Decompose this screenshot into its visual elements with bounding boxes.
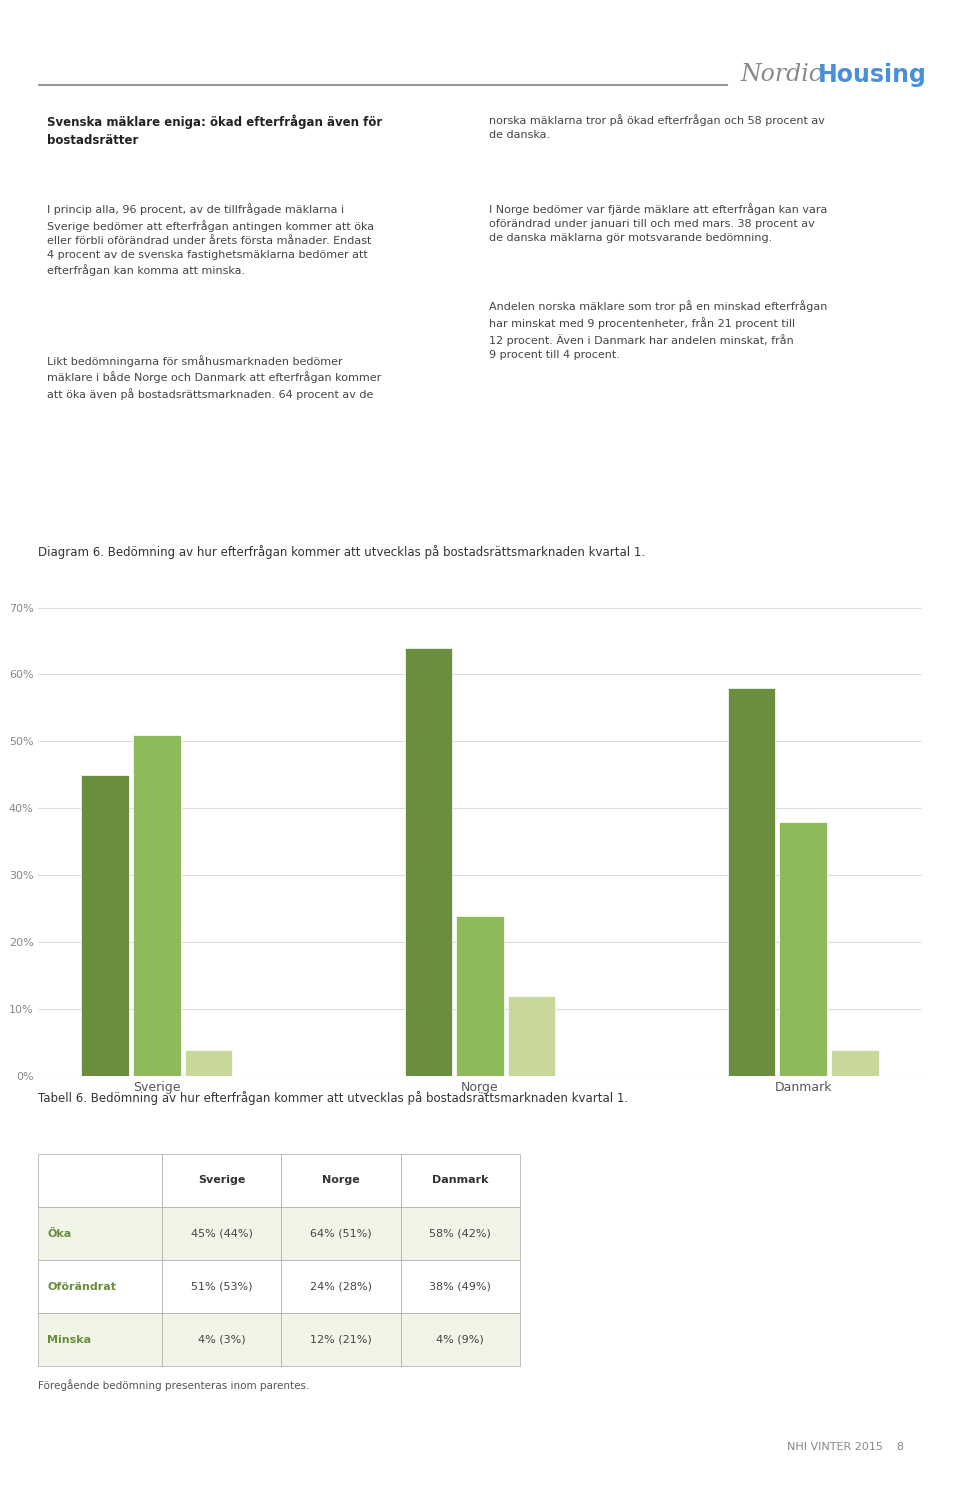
- Text: 24% (28%): 24% (28%): [310, 1281, 372, 1292]
- FancyBboxPatch shape: [162, 1260, 281, 1312]
- Bar: [831, 1050, 878, 1077]
- FancyBboxPatch shape: [38, 1208, 162, 1260]
- FancyBboxPatch shape: [281, 1260, 400, 1312]
- Text: Housing: Housing: [817, 63, 926, 87]
- Text: Svenska mäklare eniga: ökad efterfrågan även för
bostadsrätter: Svenska mäklare eniga: ökad efterfrågan …: [47, 114, 382, 147]
- Bar: [456, 915, 504, 1077]
- Text: I Norge bedömer var fjärde mäklare att efterfrågan kan vara
oförändrad under jan: I Norge bedömer var fjärde mäklare att e…: [489, 202, 828, 243]
- Bar: [728, 688, 775, 1077]
- Text: Oförändrat: Oförändrat: [47, 1281, 116, 1292]
- FancyBboxPatch shape: [38, 1312, 162, 1366]
- FancyBboxPatch shape: [38, 1260, 162, 1312]
- Text: Föregående bedömning presenteras inom parentes.: Föregående bedömning presenteras inom pa…: [38, 1380, 310, 1392]
- Text: 51% (53%): 51% (53%): [191, 1281, 252, 1292]
- Text: Minska: Minska: [47, 1335, 91, 1344]
- Text: 45% (44%): 45% (44%): [191, 1228, 252, 1239]
- Text: Öka: Öka: [47, 1228, 71, 1239]
- Bar: [404, 648, 452, 1077]
- Text: 4% (9%): 4% (9%): [436, 1335, 484, 1344]
- Text: 12% (21%): 12% (21%): [310, 1335, 372, 1344]
- Text: Sverige: Sverige: [198, 1176, 246, 1185]
- Text: 38% (49%): 38% (49%): [429, 1281, 492, 1292]
- Text: Norge: Norge: [322, 1176, 360, 1185]
- Bar: [185, 1050, 232, 1077]
- FancyBboxPatch shape: [162, 1208, 281, 1260]
- Text: Tabell 6. Bedömning av hur efterfrågan kommer att utvecklas på bostadsrättsmarkn: Tabell 6. Bedömning av hur efterfrågan k…: [38, 1090, 629, 1106]
- FancyBboxPatch shape: [400, 1260, 519, 1312]
- Text: I princip alla, 96 procent, av de tillfrågade mäklarna i
Sverige bedömer att eft: I princip alla, 96 procent, av de tillfr…: [47, 202, 374, 276]
- FancyBboxPatch shape: [400, 1312, 519, 1366]
- Bar: [508, 996, 556, 1077]
- FancyBboxPatch shape: [162, 1154, 281, 1208]
- Text: Andelen norska mäklare som tror på en minskad efterfrågan
har minskat med 9 proc: Andelen norska mäklare som tror på en mi…: [489, 300, 828, 360]
- Text: Likt bedömningarna för småhusmarknaden bedömer
mäklare i både Norge och Danmark : Likt bedömningarna för småhusmarknaden b…: [47, 354, 381, 401]
- FancyBboxPatch shape: [281, 1312, 400, 1366]
- Text: 4% (3%): 4% (3%): [198, 1335, 246, 1344]
- FancyBboxPatch shape: [281, 1154, 400, 1208]
- Text: 58% (42%): 58% (42%): [429, 1228, 492, 1239]
- Bar: [82, 776, 129, 1077]
- Bar: [780, 822, 827, 1077]
- FancyBboxPatch shape: [38, 1154, 162, 1208]
- Text: Danmark: Danmark: [432, 1176, 489, 1185]
- Text: Nordic: Nordic: [740, 63, 830, 87]
- Text: NHI VINTER 2015    8: NHI VINTER 2015 8: [787, 1443, 904, 1452]
- FancyBboxPatch shape: [281, 1208, 400, 1260]
- Text: norska mäklarna tror på ökad efterfrågan och 58 procent av
de danska.: norska mäklarna tror på ökad efterfrågan…: [489, 114, 825, 140]
- Bar: [133, 735, 180, 1077]
- Text: Diagram 6. Bedömning av hur efterfrågan kommer att utvecklas på bostadsrättsmark: Diagram 6. Bedömning av hur efterfrågan …: [38, 544, 645, 558]
- FancyBboxPatch shape: [400, 1208, 519, 1260]
- FancyBboxPatch shape: [400, 1154, 519, 1208]
- FancyBboxPatch shape: [162, 1312, 281, 1366]
- Text: 64% (51%): 64% (51%): [310, 1228, 372, 1239]
